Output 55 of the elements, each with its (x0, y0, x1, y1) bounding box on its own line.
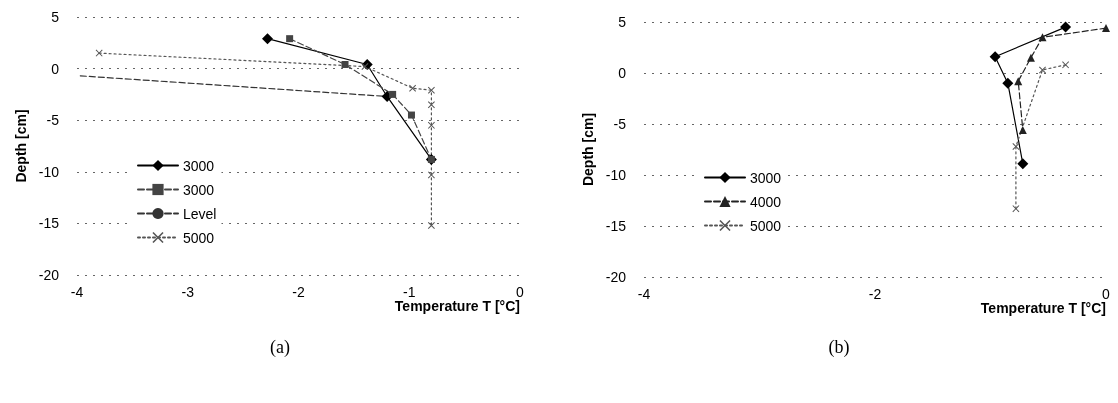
y-tick-label: -20 (38, 267, 60, 283)
point (407, 111, 415, 119)
point (341, 60, 349, 68)
text: (b) (828, 337, 850, 358)
text: (a) (270, 337, 290, 358)
x-axis-title: Temperature T [°C] (980, 300, 1106, 316)
y-tick-label: -5 (613, 116, 627, 132)
x-tick-label: -3 (181, 284, 195, 300)
point (1002, 77, 1014, 89)
x-tick-label: -2 (868, 286, 882, 302)
legend-label: 3000 (750, 169, 782, 186)
y-tick-label: -10 (605, 167, 627, 183)
point (989, 51, 1001, 63)
x-tick-label: 0 (1102, 286, 1111, 302)
point (1026, 53, 1035, 62)
y-tick-label: -5 (46, 112, 60, 129)
point (361, 63, 369, 71)
point (1018, 126, 1027, 135)
y-tick-label: 5 (618, 14, 627, 30)
point (389, 90, 397, 98)
y-tick-label: 5 (51, 9, 60, 25)
y-axis-title: Depth [cm] (579, 112, 596, 187)
y-tick-label: -20 (605, 269, 627, 285)
legend-label: 5000 (750, 217, 782, 234)
point (427, 86, 435, 94)
x-axis-title: Temperature T [°C] (394, 298, 520, 314)
point (1017, 158, 1029, 170)
point (1038, 33, 1047, 42)
point (1038, 66, 1046, 74)
point (1012, 142, 1020, 150)
point (1062, 61, 1070, 69)
x-tick-label: -4 (70, 284, 84, 300)
legend-label: 4000 (750, 193, 782, 210)
y-tick-label: -15 (38, 215, 60, 232)
legend-label: 5000 (183, 229, 215, 246)
point (1060, 21, 1072, 33)
y-tick-label: 0 (618, 65, 627, 81)
point (409, 84, 417, 92)
point (427, 171, 435, 179)
y-tick-label: -10 (38, 163, 60, 180)
x-tick-label: -4 (637, 286, 651, 302)
point (1102, 24, 1110, 33)
legend-label: 3000 (183, 157, 215, 174)
point (286, 35, 294, 43)
x-tick-label: -1 (403, 284, 416, 300)
y-axis-title: Depth [cm] (12, 109, 29, 183)
legend-label: 3000 (183, 181, 215, 198)
point (427, 101, 435, 109)
point (261, 33, 273, 45)
y-tick-label: -15 (605, 218, 627, 234)
y-tick-label: 0 (51, 60, 60, 77)
legend-label: Level (183, 205, 217, 222)
x-tick-label: 0 (516, 284, 525, 300)
point (1012, 205, 1020, 213)
x-tick-label: -2 (292, 284, 305, 300)
